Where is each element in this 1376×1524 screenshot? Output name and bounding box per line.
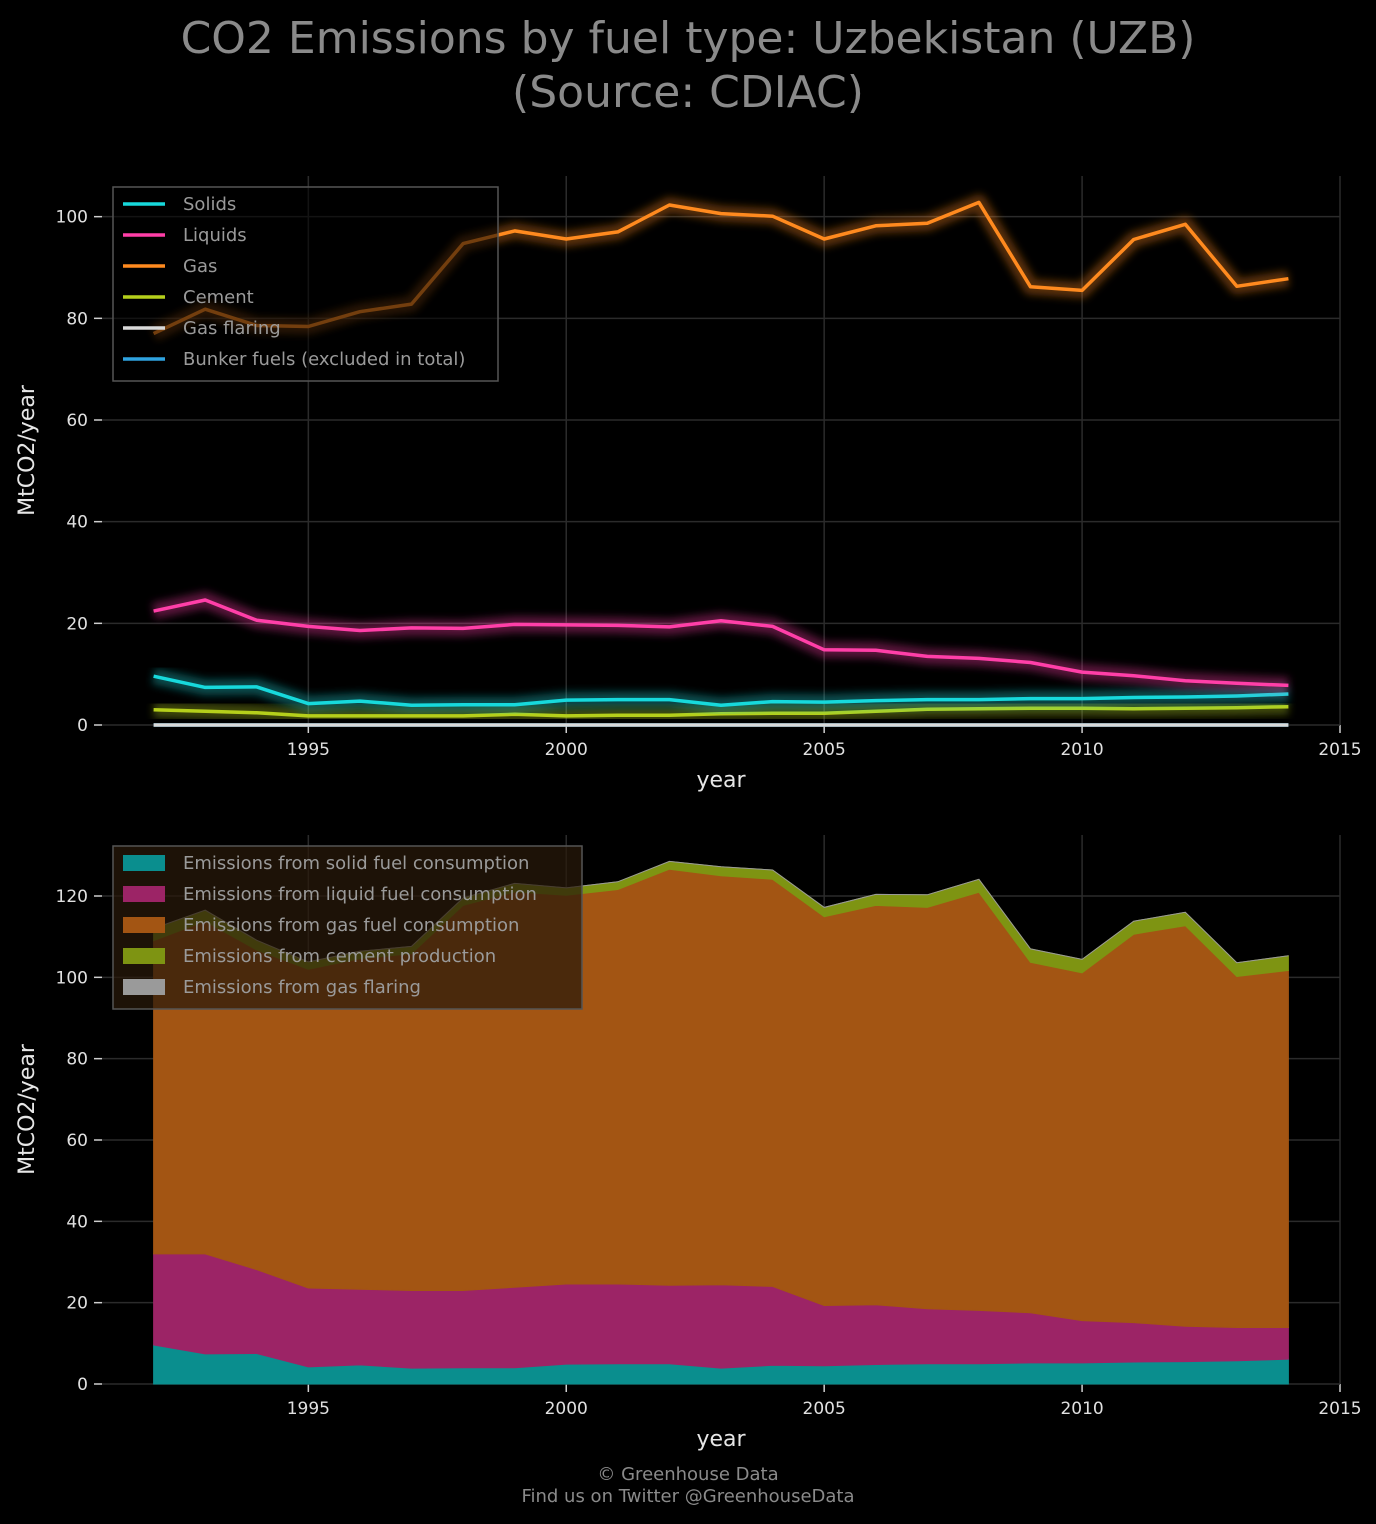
series-line <box>153 674 1289 707</box>
y-axis-label: MtCO2/year <box>15 1043 40 1175</box>
legend-entry: Liquids <box>183 225 247 246</box>
y-tick-label: 20 <box>66 614 88 634</box>
legend-entry: Emissions from gas flaring <box>183 977 421 998</box>
stacked-area-chart: 1995 2000 2005 2010 2015 0 20 40 60 80 100 120 year M… <box>15 835 1362 1452</box>
series-glow <box>151 592 1289 694</box>
series-line <box>153 704 1289 718</box>
chart-title: CO2 Emissions by fuel type: Uzbekistan (… <box>0 12 1376 120</box>
chart-title-line-2: (Source: CDIAC) <box>512 67 864 118</box>
y-tick-label: 60 <box>66 1131 88 1151</box>
legend-entry: Solids <box>183 194 236 215</box>
copyright-text: © Greenhouse Data <box>597 1464 779 1485</box>
legend-entry: Gas <box>183 256 217 277</box>
y-tick-label: 120 <box>56 887 88 907</box>
y-tick-label: 40 <box>66 1212 88 1232</box>
x-tick-label: 2005 <box>803 740 846 760</box>
x-tick-label: 2010 <box>1060 740 1103 760</box>
legend-swatch <box>123 917 165 933</box>
y-tick-label: 100 <box>56 968 88 988</box>
x-tick-label: 2015 <box>1318 740 1361 760</box>
legend-entry: Cement <box>183 287 254 308</box>
legend-swatch <box>123 855 165 871</box>
y-tick-label: 0 <box>77 1375 88 1395</box>
y-tick-label: 80 <box>66 1050 88 1070</box>
series-line <box>153 598 1289 688</box>
x-tick-label: 2000 <box>545 740 588 760</box>
legend-box <box>112 186 499 382</box>
x-axis-label: year <box>696 1427 746 1452</box>
y-tick-label: 100 <box>56 208 88 228</box>
legend-entry: Emissions from liquid fuel consumption <box>183 884 537 905</box>
legend-entry: Bunker fuels (excluded in total) <box>183 349 465 370</box>
legend-swatch <box>123 979 165 995</box>
x-tick-label: 2005 <box>803 1399 846 1419</box>
y-tick-label: 80 <box>66 309 88 329</box>
footer: © Greenhouse Data Find us on Twitter @Gr… <box>0 1464 1376 1508</box>
legend-entry: Gas flaring <box>183 318 281 339</box>
y-axis-label: MtCO2/year <box>15 384 40 516</box>
x-tick-label: 2010 <box>1060 1399 1103 1419</box>
legend-entry: Emissions from gas fuel consumption <box>183 915 519 936</box>
legend-swatch <box>123 886 165 902</box>
legend-entry: Emissions from cement production <box>183 946 496 967</box>
legend-entry: Emissions from solid fuel consumption <box>183 853 529 874</box>
y-tick-label: 0 <box>77 716 88 736</box>
legend-swatch <box>123 948 165 964</box>
y-tick-label: 20 <box>66 1294 88 1314</box>
y-tick-label: 60 <box>66 411 88 431</box>
chart-title-line-1: CO2 Emissions by fuel type: Uzbekistan (… <box>180 13 1196 64</box>
x-tick-label: 1995 <box>287 740 330 760</box>
legend-box <box>112 845 583 1010</box>
x-tick-label: 1995 <box>287 1399 330 1419</box>
twitter-text: Find us on Twitter @GreenhouseData <box>521 1486 855 1507</box>
y-tick-label: 40 <box>66 513 88 533</box>
line-chart: 1995 2000 2005 2010 2015 0 20 40 60 80 100 year MtCO… <box>15 176 1362 793</box>
x-axis-label: year <box>696 768 746 793</box>
x-tick-label: 2015 <box>1318 1399 1361 1419</box>
x-tick-label: 2000 <box>545 1399 588 1419</box>
